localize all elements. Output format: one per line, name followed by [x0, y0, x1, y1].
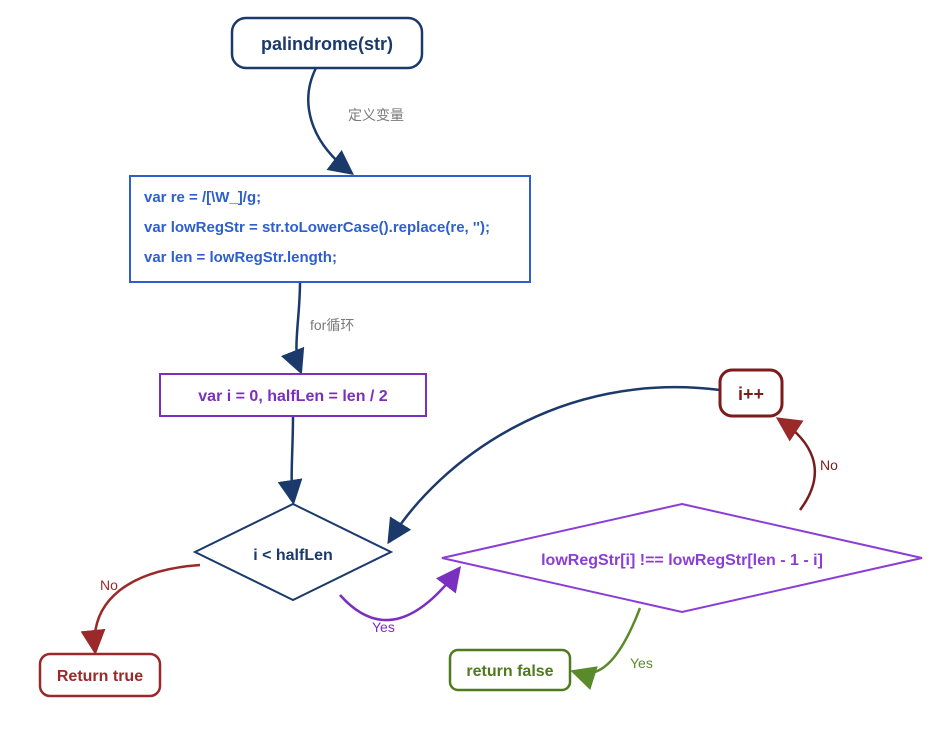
node-return-false: return false	[450, 650, 570, 690]
node-process-line2: var lowRegStr = str.toLowerCase().replac…	[144, 219, 490, 236]
node-return-true: Return true	[40, 654, 160, 696]
flowchart-canvas: 定义变量 for循环 Yes No Yes No palindrome(str)…	[0, 0, 946, 733]
node-process: var re = /[\W_]/g; var lowRegStr = str.t…	[130, 176, 530, 282]
node-inc: i++	[720, 370, 782, 416]
node-return-true-label: Return true	[57, 668, 143, 685]
node-process-line3: var len = lowRegStr.length;	[144, 249, 337, 266]
node-inc-label: i++	[738, 384, 764, 404]
edge-cond1-yes-to-cond2	[340, 570, 458, 620]
edge-process-to-loopinit	[296, 282, 300, 370]
edge-label-cond2-yes: Yes	[630, 655, 653, 671]
edge-label-cond1-yes: Yes	[372, 619, 395, 635]
node-start: palindrome(str)	[232, 18, 422, 68]
edge-label-cond1-no: No	[100, 577, 118, 593]
node-loopinit: var i = 0, halfLen = len / 2	[160, 374, 426, 416]
node-return-false-label: return false	[466, 663, 553, 680]
edge-cond2-no-to-inc	[780, 420, 815, 510]
node-cond1: i < halfLen	[195, 504, 391, 600]
edge-loopinit-to-cond1	[292, 416, 293, 500]
node-cond1-label: i < halfLen	[253, 547, 333, 564]
edge-start-to-process	[308, 68, 350, 172]
edge-label-define-vars: 定义变量	[348, 107, 404, 123]
node-cond2: lowRegStr[i] !== lowRegStr[len - 1 - i]	[442, 504, 922, 612]
node-loopinit-label: var i = 0, halfLen = len / 2	[198, 388, 388, 405]
node-cond2-label: lowRegStr[i] !== lowRegStr[len - 1 - i]	[541, 552, 823, 569]
node-start-label: palindrome(str)	[261, 34, 393, 54]
edge-label-cond2-no: No	[820, 457, 838, 473]
node-process-line1: var re = /[\W_]/g;	[144, 189, 261, 206]
edge-label-for-loop: for循环	[310, 317, 354, 333]
